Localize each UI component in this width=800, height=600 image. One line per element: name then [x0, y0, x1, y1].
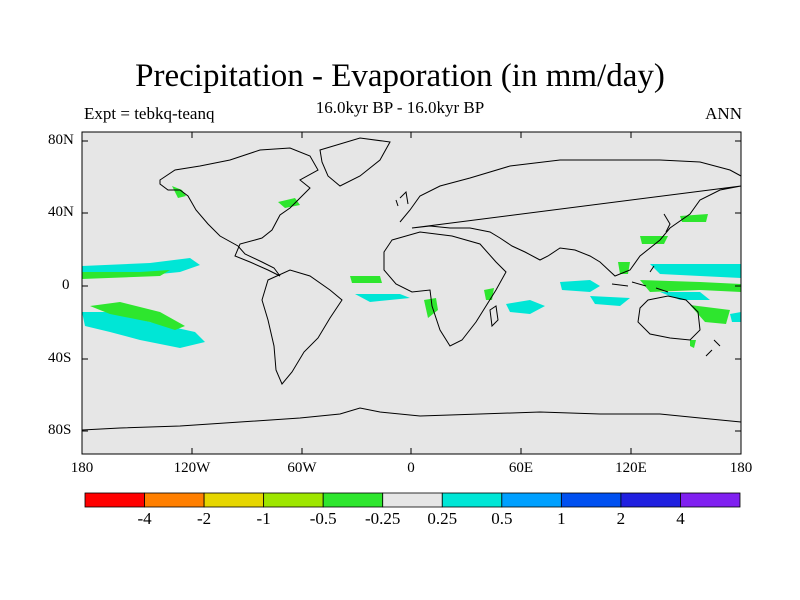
map-title: Precipitation - Evaporation (in mm/day)	[135, 58, 665, 94]
coastline-new-zealand	[705, 339, 721, 357]
anomaly-field	[355, 294, 410, 302]
anomaly-field	[660, 292, 710, 300]
coastline-africa	[383, 231, 507, 347]
anomaly-field	[506, 300, 545, 314]
coastline-greenland	[319, 137, 391, 187]
colorbar-label: -2	[196, 509, 212, 528]
colorbar-label: -0.5	[309, 509, 337, 528]
anomaly-field	[278, 198, 300, 208]
season-label: ANN	[705, 104, 742, 123]
colorbar-swatch	[322, 492, 384, 508]
colorbar	[84, 492, 741, 508]
colorbar-label: 0.25	[427, 509, 458, 528]
colorbar-swatch	[84, 492, 145, 508]
colorbar-swatch	[680, 492, 741, 508]
anomaly-field	[690, 305, 730, 324]
coastline-north-america	[159, 147, 319, 277]
lon-label-180e: 180	[729, 460, 753, 476]
anomaly-field	[590, 296, 630, 306]
coastline-japan	[663, 213, 671, 233]
lon-label-60e: 60E	[508, 460, 534, 476]
anomaly-field	[560, 280, 600, 292]
anomaly-field	[172, 186, 186, 198]
colorbar-swatch	[560, 492, 622, 508]
colorbar-label: -0.25	[365, 509, 401, 528]
coastline-british-isles	[395, 190, 409, 207]
map-background	[82, 132, 741, 454]
coastline-eurasia	[399, 159, 742, 277]
colorbar-swatch	[620, 492, 681, 508]
anomaly-field	[640, 236, 668, 244]
experiment-label: Expt = tebkq-teanq	[84, 104, 215, 123]
anomaly-field	[650, 264, 741, 278]
anomaly-field	[730, 312, 741, 322]
lat-label-40n: 40N	[48, 204, 74, 220]
anomaly-field	[690, 340, 696, 348]
coastline-maritime-continent	[611, 265, 669, 293]
anomaly-field	[350, 276, 382, 283]
colorbar-swatch	[263, 492, 324, 508]
colorbar-swatch	[203, 492, 265, 508]
lat-label-80n: 80N	[48, 132, 74, 148]
colorbar-swatch	[441, 492, 503, 508]
coastline-antarctica	[81, 407, 742, 431]
coastline-south-america	[261, 269, 343, 385]
colorbar-swatch	[144, 492, 205, 508]
anomaly-field	[82, 270, 170, 279]
anomaly-fields	[82, 186, 741, 348]
lon-label-0: 0	[407, 460, 415, 476]
lat-label-0: 0	[62, 277, 70, 293]
colorbar-swatch	[382, 492, 443, 508]
lon-label-120w: 120W	[173, 460, 211, 476]
anomaly-field	[424, 298, 438, 318]
anomaly-field	[82, 312, 205, 348]
lat-label-80s: 80S	[48, 422, 72, 438]
lat-label-40s: 40S	[48, 350, 72, 366]
colorbar-label: 4	[676, 509, 685, 528]
anomaly-field	[640, 280, 741, 292]
coastlines	[81, 137, 742, 431]
colorbar-label: 1	[557, 509, 566, 528]
coastline-australia	[637, 295, 701, 341]
period-label: 16.0kyr BP - 16.0kyr BP	[315, 98, 485, 117]
colorbar-label: -4	[137, 509, 152, 528]
lon-label-120e: 120E	[615, 460, 647, 476]
anomaly-field	[82, 258, 200, 276]
colorbar-label: -1	[256, 509, 271, 528]
colorbar-swatch	[501, 492, 562, 508]
longitude-ticks	[191, 132, 632, 454]
anomaly-field	[90, 302, 185, 330]
lon-label-180w: 180	[70, 460, 94, 476]
coastline-madagascar	[489, 305, 499, 328]
colorbar-label: 0.5	[491, 509, 513, 528]
lon-label-60w: 60W	[287, 460, 317, 476]
latitude-ticks	[82, 140, 741, 432]
colorbar-label: 2	[616, 509, 626, 528]
